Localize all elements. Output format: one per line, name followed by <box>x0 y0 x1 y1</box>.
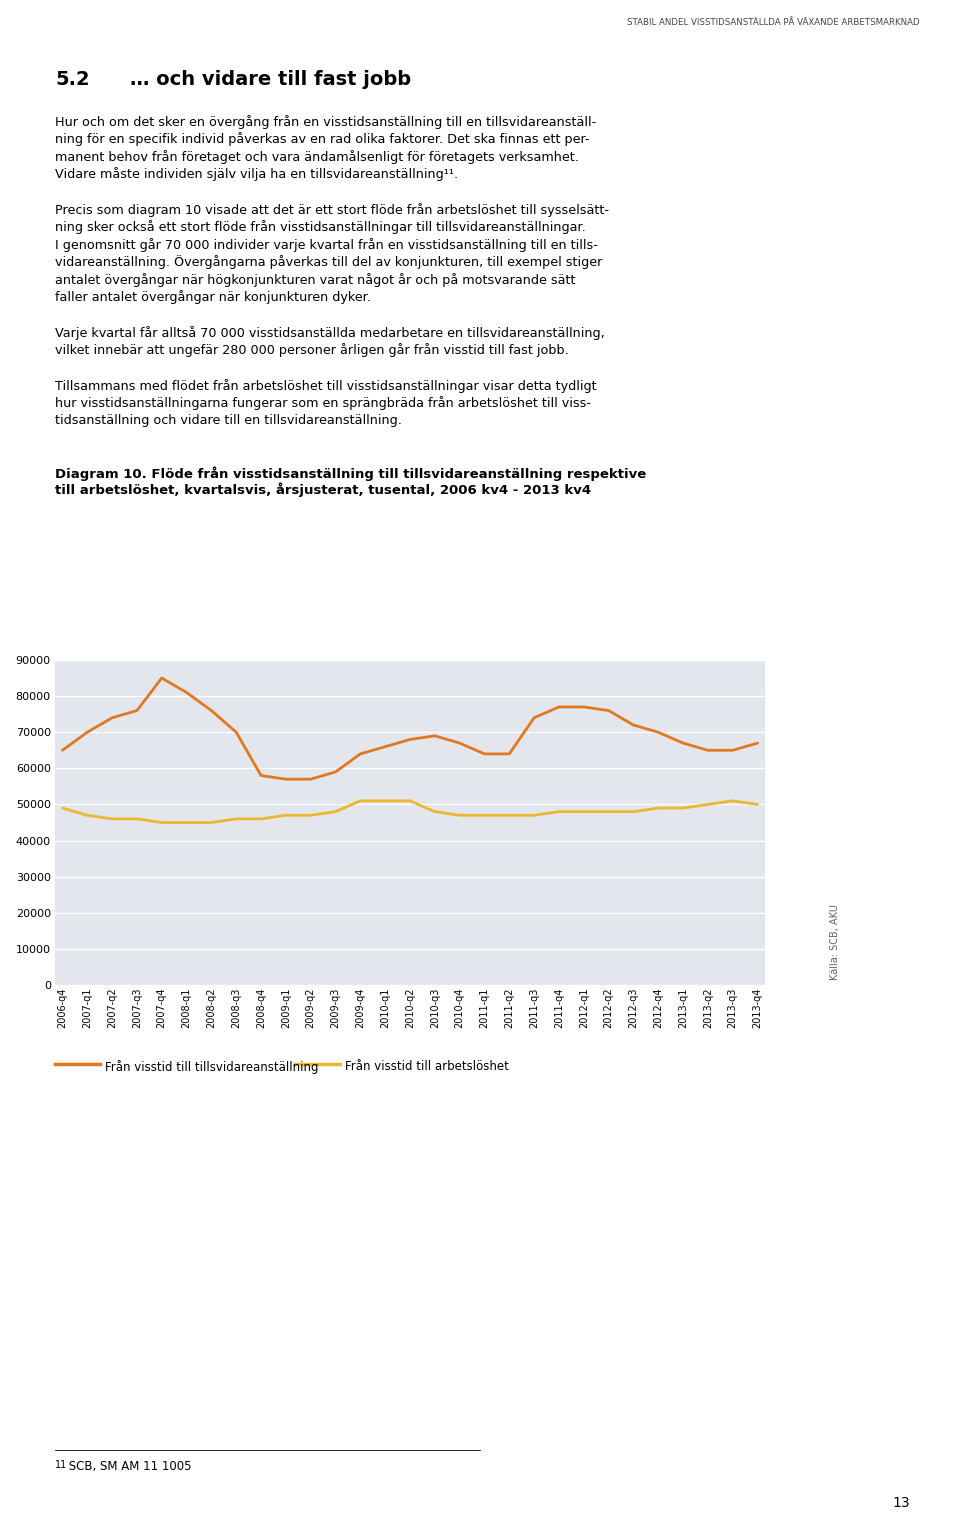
Text: Precis som diagram 10 visade att det är ett stort flöde från arbetslöshet till s: Precis som diagram 10 visade att det är … <box>55 203 609 217</box>
Text: … och vidare till fast jobb: … och vidare till fast jobb <box>130 69 411 89</box>
Text: ning sker också ett stort flöde från visstidsanställningar till tillsvidareanstä: ning sker också ett stort flöde från vis… <box>55 220 586 234</box>
Text: STABIL ANDEL VISSTIDSANSTÄLLDA PÅ VÄXANDE ARBETSMARKNAD: STABIL ANDEL VISSTIDSANSTÄLLDA PÅ VÄXAND… <box>628 18 920 28</box>
Text: I genomsnitt går 70 000 individer varje kvartal från en visstidsanställning till: I genomsnitt går 70 000 individer varje … <box>55 239 598 252</box>
Text: 13: 13 <box>893 1496 910 1510</box>
Text: tidsanställning och vidare till en tillsvidareanställning.: tidsanställning och vidare till en tills… <box>55 414 402 426</box>
Text: SCB, SM AM 11 1005: SCB, SM AM 11 1005 <box>65 1461 191 1473</box>
Text: manent behov från företaget och vara ändamålsenligt för företagets verksamhet.: manent behov från företaget och vara änd… <box>55 149 579 165</box>
Text: faller antalet övergångar när konjunkturen dyker.: faller antalet övergångar när konjunktur… <box>55 291 371 305</box>
Text: hur visstidsanställningarna fungerar som en sprängbräda från arbetslöshet till v: hur visstidsanställningarna fungerar som… <box>55 397 591 411</box>
Text: 11: 11 <box>55 1461 67 1470</box>
Text: antalet övergångar när högkonjunkturen varat något år och på motsvarande sätt: antalet övergångar när högkonjunkturen v… <box>55 272 575 286</box>
Text: Vidare måste individen själv vilja ha en tillsvidareanställning¹¹.: Vidare måste individen själv vilja ha en… <box>55 168 458 182</box>
Text: Tillsammans med flödet från arbetslöshet till visstidsanställningar visar detta : Tillsammans med flödet från arbetslöshet… <box>55 379 596 392</box>
Text: Varje kvartal får alltså 70 000 visstidsanställda medarbetare en tillsvidareanst: Varje kvartal får alltså 70 000 visstids… <box>55 326 605 340</box>
Text: 5.2: 5.2 <box>55 69 89 89</box>
Text: vidareanställning. Övergångarna påverkas till del av konjunkturen, till exempel : vidareanställning. Övergångarna påverkas… <box>55 255 602 269</box>
Text: ning för en specifik individ påverkas av en rad olika faktorer. Det ska finnas e: ning för en specifik individ påverkas av… <box>55 132 589 146</box>
Text: Hur och om det sker en övergång från en visstidsanställning till en tillsvidarea: Hur och om det sker en övergång från en … <box>55 115 596 129</box>
Text: Källa: SCB, AKU: Källa: SCB, AKU <box>830 903 840 980</box>
Text: Från visstid till arbetslöshet: Från visstid till arbetslöshet <box>345 1060 509 1073</box>
Text: Diagram 10. Flöde från visstidsanställning till tillsvidareanställning respektiv: Diagram 10. Flöde från visstidsanställni… <box>55 466 646 482</box>
Text: Från visstid till tillsvidareanställning: Från visstid till tillsvidareanställning <box>105 1060 319 1074</box>
Text: till arbetslöshet, kvartalsvis, årsjusterat, tusental, 2006 kv4 - 2013 kv4: till arbetslöshet, kvartalsvis, årsjuste… <box>55 483 591 497</box>
Text: vilket innebär att ungefär 280 000 personer årligen går från visstid till fast j: vilket innebär att ungefär 280 000 perso… <box>55 343 568 357</box>
